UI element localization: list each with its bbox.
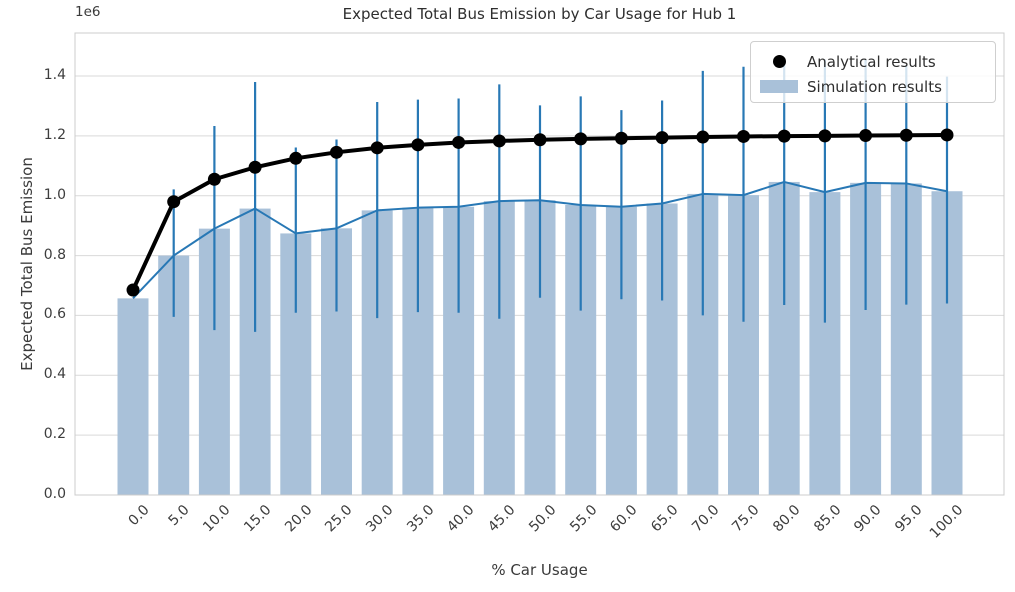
legend-marker-cell: [751, 55, 807, 68]
analytical-point: [370, 141, 384, 155]
legend-marker-cell: [751, 80, 807, 93]
legend-item-analytical: Analytical results: [751, 49, 995, 74]
analytical-point: [818, 129, 832, 143]
analytical-point: [574, 132, 588, 146]
y-tick-label: 1.2: [43, 126, 66, 143]
analytical-point: [126, 283, 140, 297]
x-axis-label: % Car Usage: [491, 561, 588, 579]
y-tick-label: 0.8: [43, 246, 66, 263]
legend-item-simulation: Simulation results: [751, 74, 995, 99]
legend-label: Simulation results: [807, 77, 942, 96]
analytical-point: [614, 131, 628, 145]
y-axis-offset-label: 1e6: [75, 4, 101, 20]
analytical-point: [696, 130, 710, 144]
analytical-point: [492, 134, 506, 148]
y-tick-label: 1.0: [43, 186, 66, 203]
analytical-point: [899, 128, 913, 142]
analytical-point: [940, 128, 954, 142]
analytical-dot-icon: [772, 55, 786, 68]
y-tick-label: 0.6: [43, 306, 66, 323]
analytical-point: [452, 135, 466, 149]
simulation-bar-patch-icon: [760, 80, 798, 93]
analytical-point: [655, 131, 669, 145]
chart-title: Expected Total Bus Emission by Car Usage…: [342, 5, 737, 23]
analytical-point: [248, 160, 262, 174]
legend-label: Analytical results: [807, 52, 936, 71]
analytical-point: [289, 151, 303, 165]
simulation-bar: [117, 298, 149, 495]
y-tick-label: 0.0: [43, 486, 66, 502]
analytical-point: [777, 129, 791, 143]
plot-border: [74, 32, 1005, 496]
analytical-point: [330, 145, 343, 159]
y-tick-label: 0.2: [43, 426, 66, 443]
analytical-point: [207, 172, 221, 186]
legend: Analytical results Simulation results: [750, 41, 996, 103]
analytical-point: [737, 129, 750, 143]
analytical-point: [167, 195, 181, 209]
analytical-point: [411, 138, 425, 152]
y-axis-label: Expected Total Bus Emission: [18, 157, 36, 371]
y-tick-label: 0.4: [43, 366, 66, 383]
analytical-point: [533, 133, 547, 147]
y-tick-label: 1.4: [43, 67, 66, 83]
analytical-point: [859, 129, 873, 143]
